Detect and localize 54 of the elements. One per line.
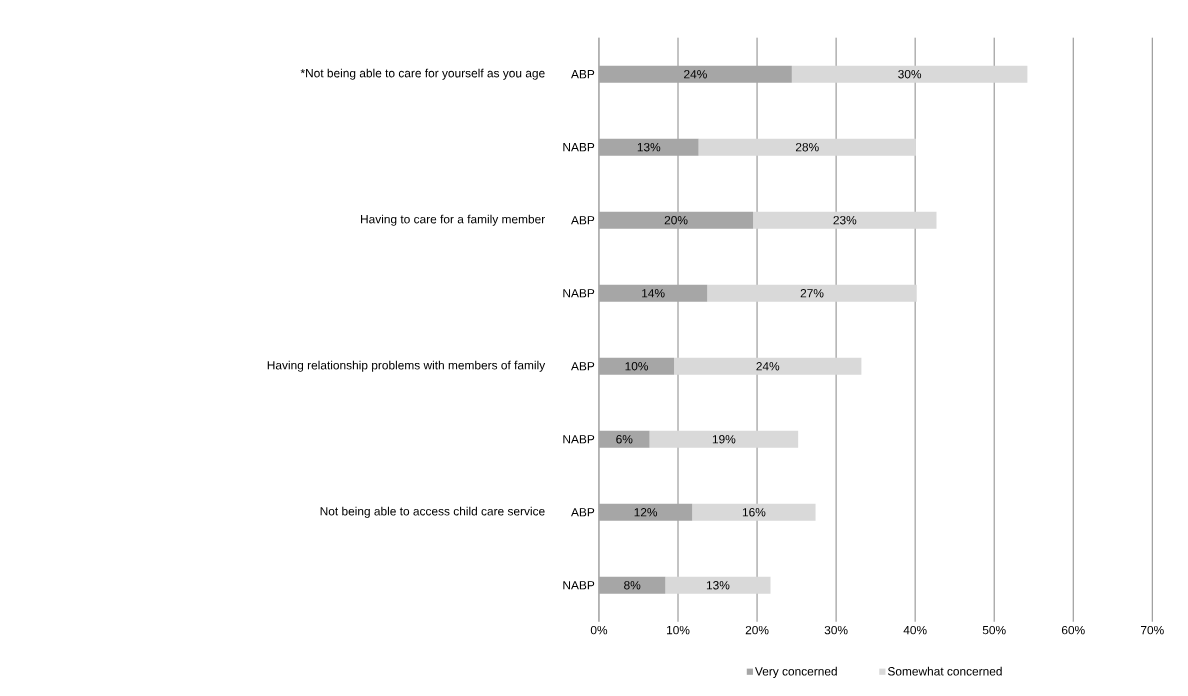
bar xyxy=(598,284,708,302)
x-tick-label: 40% xyxy=(903,625,927,635)
text: Having to care for a family member xyxy=(361,214,545,226)
legend-label: Somewhat concerned xyxy=(887,666,1002,676)
x-tick-label: 10% xyxy=(667,625,690,635)
bar xyxy=(692,503,816,521)
data-label: 27% xyxy=(800,288,824,298)
data-label: 19% xyxy=(712,434,736,444)
bar xyxy=(598,138,699,156)
data-label: 10% xyxy=(625,361,648,371)
x-tick-label: 60% xyxy=(1061,625,1085,635)
y-tick-label: ABP xyxy=(571,362,595,371)
legend-label: Very concerned xyxy=(754,666,837,678)
bar xyxy=(791,65,1028,83)
y-tick-label: NABP xyxy=(563,289,595,298)
bar xyxy=(665,576,771,594)
text: Having relationship problems with members of family xyxy=(267,360,546,372)
y-tick-label: ABP xyxy=(571,508,595,517)
data-label: 16% xyxy=(742,507,766,517)
data-label: 13% xyxy=(706,580,730,590)
data-label: 6% xyxy=(616,434,633,444)
y-tick-label: NABP xyxy=(563,581,595,590)
data-label: 30% xyxy=(898,69,922,79)
y-tick-label: NABP xyxy=(563,435,595,444)
x-tick-label: 30% xyxy=(824,625,848,635)
y-tick-label: NABP xyxy=(563,143,595,152)
x-tick-label: 20% xyxy=(745,625,769,635)
bar xyxy=(753,211,937,229)
data-label: 20% xyxy=(664,215,688,225)
text: *Not being able to care for yourself as you age xyxy=(300,68,545,80)
data-label: 12% xyxy=(634,507,658,517)
data-label: 23% xyxy=(833,215,857,225)
bar xyxy=(598,65,792,83)
bar xyxy=(598,503,693,521)
y-tick-label: ABP xyxy=(571,216,595,225)
bar xyxy=(707,284,917,302)
text: Not being able to access child care service xyxy=(320,506,545,518)
x-tick-label: 0% xyxy=(590,625,608,635)
data-label: 13% xyxy=(637,142,661,152)
bar xyxy=(674,357,862,375)
bar xyxy=(698,138,916,156)
y-tick-label: ABP xyxy=(571,70,595,79)
bar xyxy=(598,357,675,375)
data-label: 24% xyxy=(756,361,780,371)
x-tick-label: 70% xyxy=(1140,625,1164,635)
x-tick-label: 50% xyxy=(982,625,1006,635)
data-label: 28% xyxy=(795,142,819,152)
bar xyxy=(649,430,799,448)
data-label: 8% xyxy=(624,580,641,590)
bar xyxy=(598,430,650,448)
data-label: 24% xyxy=(684,69,707,79)
bar xyxy=(598,576,666,594)
data-label: 14% xyxy=(642,288,665,298)
bar xyxy=(598,211,754,229)
